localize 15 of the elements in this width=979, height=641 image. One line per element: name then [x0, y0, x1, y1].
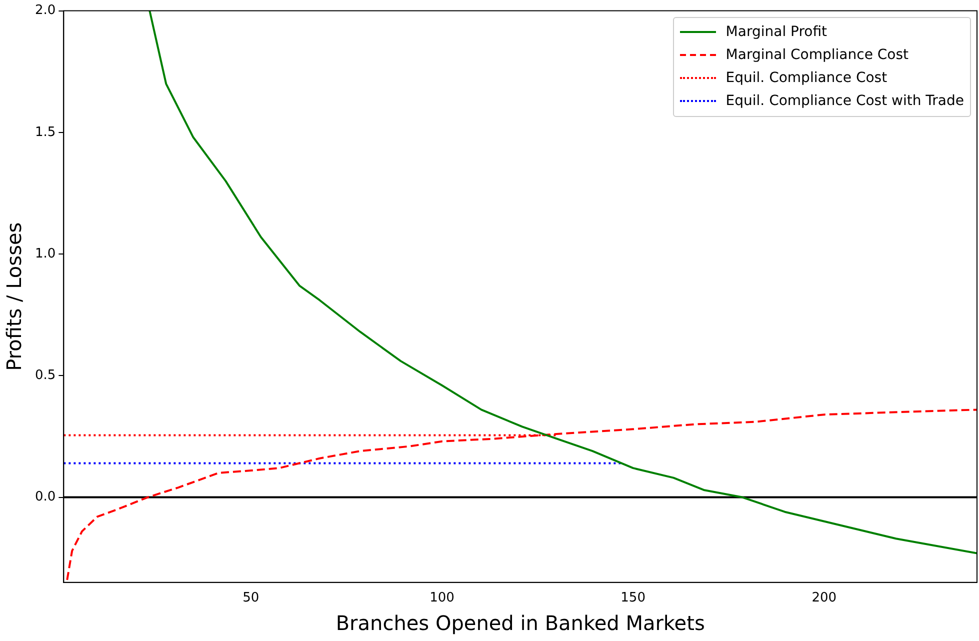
x-axis-title: Branches Opened in Banked Markets [336, 611, 705, 636]
y-tick-label: 1.5 [34, 124, 56, 140]
x-tick-label: 100 [430, 590, 454, 606]
x-tick-label: 200 [812, 590, 837, 606]
y-axis-title: Profits / Losses [2, 222, 26, 371]
legend-label: Equil. Compliance Cost with Trade [726, 93, 964, 110]
y-tick-label: 1.0 [34, 246, 56, 262]
y-tick-label: 2.0 [34, 3, 56, 18]
legend-label: Equil. Compliance Cost [726, 70, 888, 86]
legend-label: Marginal Compliance Cost [726, 47, 909, 64]
x-tick-label: 50 [242, 590, 260, 606]
y-tick-label: 0.0 [34, 490, 56, 505]
x-tick-label: 150 [620, 590, 646, 606]
legend-label: Marginal Profit [726, 24, 828, 40]
y-tick-label: 0.5 [34, 368, 56, 384]
